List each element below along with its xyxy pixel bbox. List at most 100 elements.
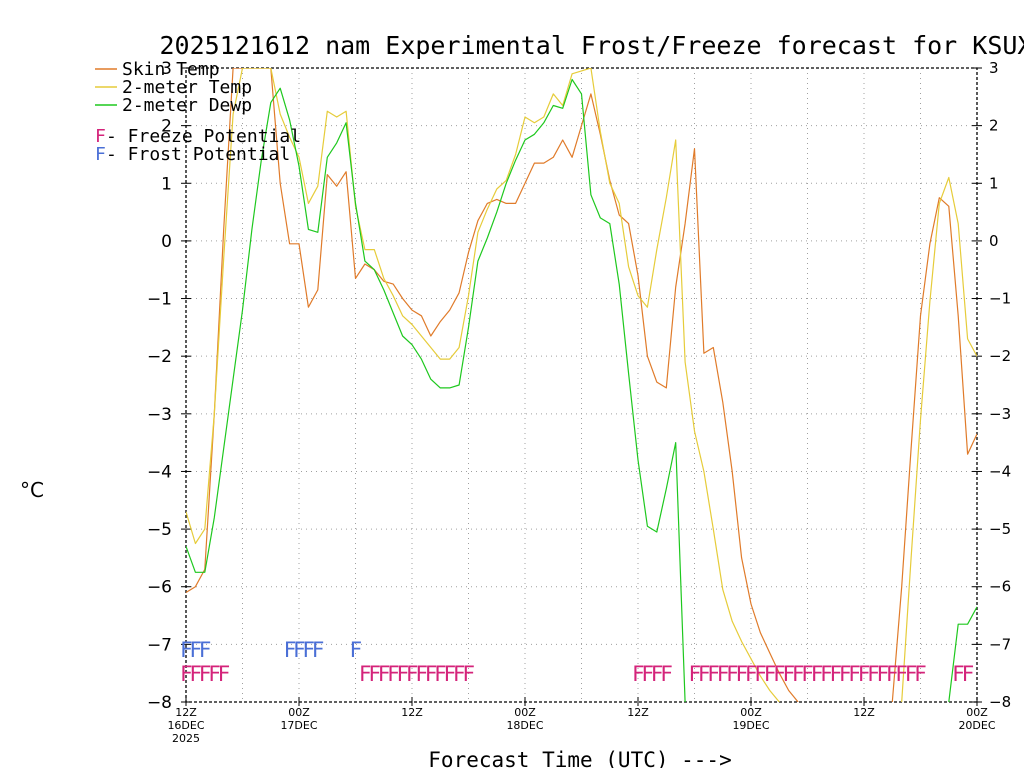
freeze-flag: F bbox=[707, 662, 720, 686]
freeze-flag: F bbox=[914, 662, 927, 686]
x-tick-label: 12Z bbox=[853, 706, 875, 719]
x-tick-label: 00Z bbox=[740, 706, 762, 719]
y-tick-label-left: −3 bbox=[147, 405, 172, 425]
y-tick-label-left: −7 bbox=[147, 635, 172, 655]
y-tick-label-right: −8 bbox=[989, 693, 1011, 711]
y-tick-label-left: 3 bbox=[161, 59, 172, 79]
y-tick-label-right: −1 bbox=[989, 290, 1011, 308]
freeze-flag: F bbox=[444, 662, 457, 686]
freeze-flag: F bbox=[425, 662, 438, 686]
freeze-flag: F bbox=[632, 662, 645, 686]
freeze-flag: F bbox=[434, 662, 447, 686]
dewp-legend-label: 2-meter Dewp bbox=[122, 95, 252, 116]
freeze-flag: F bbox=[801, 662, 814, 686]
y-tick-label-right: −7 bbox=[989, 635, 1011, 653]
x-tick-label: 00Z bbox=[966, 706, 988, 719]
freeze-flag: F bbox=[773, 662, 786, 686]
freeze-flag: F bbox=[783, 662, 796, 686]
y-tick-label-right: −2 bbox=[989, 347, 1011, 365]
x-tick-date: 16DEC bbox=[167, 719, 204, 732]
dewp-series-line bbox=[186, 78, 686, 702]
frost-flag: F bbox=[284, 638, 297, 662]
frost-flag: F bbox=[312, 638, 325, 662]
freeze-flag: F bbox=[736, 662, 749, 686]
chart-title: 2025121612 nam Experimental Frost/Freeze… bbox=[160, 31, 1024, 60]
x-tick-label: 00Z bbox=[514, 706, 536, 719]
y-tick-label-left: −1 bbox=[147, 290, 172, 310]
freeze-flag: F bbox=[858, 662, 871, 686]
y-tick-label-left: −8 bbox=[147, 693, 172, 713]
freeze-flag: F bbox=[415, 662, 428, 686]
freeze-flag: F bbox=[651, 662, 664, 686]
freeze-flag: F bbox=[359, 662, 372, 686]
freeze-legend-label: - Freeze Potential bbox=[106, 126, 301, 147]
y-tick-label-left: −2 bbox=[147, 347, 172, 367]
x-tick-label: 12Z bbox=[627, 706, 649, 719]
freeze-flag: F bbox=[745, 662, 758, 686]
axes: −8 −8 −7 −7 −6 −6 −5 −5 −4 −4 −3 −3 −2 −2 −1 −1 0 0 1 1 2 2 3 3… bbox=[147, 59, 1011, 745]
y-tick-label-right: 1 bbox=[989, 174, 999, 192]
frost-flag: F bbox=[302, 638, 315, 662]
temp-series-line bbox=[901, 176, 977, 702]
grid bbox=[186, 68, 977, 702]
freeze-flag: F bbox=[830, 662, 843, 686]
freeze-flag: F bbox=[641, 662, 654, 686]
temp-legend-label: 2-meter Temp bbox=[122, 77, 252, 98]
freeze-flag: F bbox=[387, 662, 400, 686]
y-tick-label-right: 2 bbox=[989, 117, 999, 135]
freeze-flag: F bbox=[462, 662, 475, 686]
skin-series-line bbox=[186, 68, 799, 702]
x-axis-label: Forecast Time (UTC) ---> bbox=[428, 748, 731, 768]
freeze-flag: F bbox=[397, 662, 410, 686]
frost-legend-label: - Frost Potential bbox=[106, 144, 290, 165]
freeze-flag: F bbox=[689, 662, 702, 686]
y-tick-label-right: −4 bbox=[989, 462, 1011, 480]
frost-legend-glyph: F bbox=[95, 144, 106, 165]
freeze-flag: F bbox=[839, 662, 852, 686]
freeze-flag: F bbox=[406, 662, 419, 686]
x-tick-date: 18DEC bbox=[506, 719, 543, 732]
y-tick-label-left: −6 bbox=[147, 578, 172, 598]
skin-series-line bbox=[891, 197, 977, 702]
y-tick-label-left: −5 bbox=[147, 520, 172, 540]
freeze-flag: F bbox=[792, 662, 805, 686]
freeze-flag: F bbox=[877, 662, 890, 686]
freeze-flag: F bbox=[886, 662, 899, 686]
frost-flag: F bbox=[350, 638, 363, 662]
y-tick-label-right: −5 bbox=[989, 520, 1011, 538]
freeze-flag: F bbox=[453, 662, 466, 686]
skin-legend-label: Skin Temp bbox=[122, 59, 220, 80]
freeze-flag: F bbox=[905, 662, 918, 686]
y-tick-label-right: −3 bbox=[989, 405, 1011, 423]
y-tick-label-left: 1 bbox=[161, 174, 172, 194]
freeze-flag: F bbox=[180, 662, 193, 686]
y-tick-label-left: 0 bbox=[161, 232, 172, 252]
frost-flag: F bbox=[293, 638, 306, 662]
frost-flag: F bbox=[180, 638, 193, 662]
freeze-flag: F bbox=[726, 662, 739, 686]
y-axis-label: °C bbox=[20, 478, 44, 502]
freeze-flag: F bbox=[698, 662, 711, 686]
freeze-flag: F bbox=[754, 662, 767, 686]
freeze-flag: F bbox=[208, 662, 221, 686]
x-tick-label: 00Z bbox=[288, 706, 310, 719]
x-tick-label: 12Z bbox=[401, 706, 423, 719]
x-tick-year: 2025 bbox=[172, 732, 200, 745]
y-tick-label-right: −6 bbox=[989, 578, 1011, 596]
freeze-flag: F bbox=[199, 662, 212, 686]
y-tick-label-left: 2 bbox=[161, 117, 172, 137]
y-tick-label-left: −4 bbox=[147, 462, 172, 482]
freeze-flag: F bbox=[717, 662, 730, 686]
freeze-flag: F bbox=[895, 662, 908, 686]
plot-frame bbox=[185, 67, 978, 703]
freeze-flag: F bbox=[660, 662, 673, 686]
x-tick-date: 20DEC bbox=[958, 719, 995, 732]
freeze-flag: F bbox=[962, 662, 975, 686]
freeze-flag: F bbox=[867, 662, 880, 686]
freeze-legend-glyph: F bbox=[95, 126, 106, 147]
freeze-flag: F bbox=[189, 662, 202, 686]
temp-series-line bbox=[186, 68, 780, 702]
